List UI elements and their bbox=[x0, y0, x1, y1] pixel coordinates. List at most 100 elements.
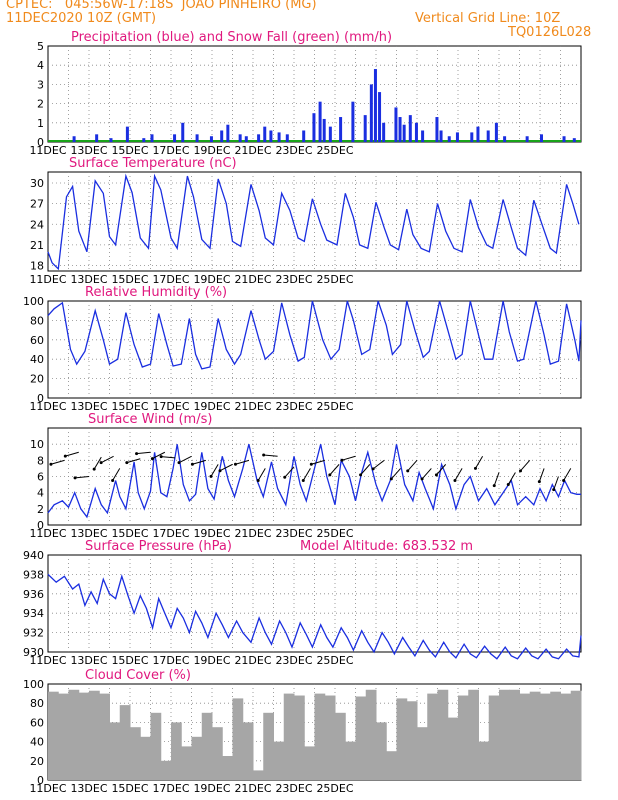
wind-arrow-head bbox=[99, 461, 103, 465]
wind-x-tick-label: 25DEC bbox=[316, 527, 353, 540]
wind-arrow-head bbox=[209, 474, 213, 478]
temp-x-tick-label: 25DEC bbox=[316, 273, 353, 286]
cloud-bar bbox=[171, 722, 182, 780]
pressure-y-tick-label: 932 bbox=[23, 627, 44, 640]
wind-arrow-head bbox=[371, 467, 375, 471]
cloud-bar bbox=[376, 722, 387, 780]
precip-bar bbox=[540, 134, 543, 142]
cloud-bar bbox=[468, 689, 479, 780]
precip-bar bbox=[494, 122, 498, 142]
cloud-bar bbox=[58, 693, 69, 780]
wind-x-tick-label: 11DEC bbox=[29, 527, 66, 540]
pressure-x-tick-label: 15DEC bbox=[111, 654, 148, 667]
cloud-bar bbox=[232, 698, 244, 780]
cloud-bar bbox=[109, 722, 121, 780]
precip-bar bbox=[181, 122, 185, 142]
cloud-y-tick-label: 100 bbox=[23, 678, 44, 691]
cloud-bar bbox=[478, 741, 490, 780]
wind-x-tick-label: 17DEC bbox=[152, 527, 189, 540]
cloud-bar bbox=[447, 717, 459, 780]
precip-bar bbox=[470, 132, 474, 142]
wind-arrow-head bbox=[135, 452, 139, 456]
pressure-x-tick-label: 25DEC bbox=[316, 654, 353, 667]
temp-x-tick-label: 11DEC bbox=[29, 273, 66, 286]
cloud-bar bbox=[324, 695, 336, 780]
wind-arrow-head bbox=[492, 484, 496, 488]
cloud-bar bbox=[78, 692, 90, 780]
wind-arrow bbox=[263, 454, 278, 457]
temp-series-line bbox=[47, 173, 580, 271]
wind-arrow bbox=[436, 464, 447, 476]
cloud-bar bbox=[396, 698, 408, 780]
precip-bar bbox=[173, 134, 177, 142]
cloud-bar bbox=[365, 689, 377, 780]
humidity-y-tick-label: 60 bbox=[30, 334, 44, 347]
precip-bar bbox=[394, 107, 398, 142]
wind-arrow bbox=[219, 463, 233, 472]
wind-arrow bbox=[112, 468, 121, 481]
wind-x-tick-label: 21DEC bbox=[234, 527, 271, 540]
precip-x-tick-label: 13DEC bbox=[70, 144, 107, 157]
cloud-bar bbox=[150, 712, 162, 780]
cloud-bar bbox=[201, 712, 213, 780]
wind-arrow bbox=[553, 476, 559, 490]
wind-arrow bbox=[210, 464, 219, 477]
wind-arrow-head bbox=[434, 473, 438, 477]
precip-bar bbox=[285, 134, 289, 142]
pressure-panel: 930 932 934 936 938 940 11DEC 13DEC 15DEC 17DEC 19… bbox=[23, 539, 582, 667]
cloud-bar bbox=[427, 693, 438, 780]
cloud-y-tick-label: 80 bbox=[30, 697, 44, 710]
wind-arrow-head bbox=[233, 462, 237, 466]
wind-arrow-head bbox=[159, 455, 163, 459]
humidity-x-tick-label: 25DEC bbox=[316, 400, 353, 413]
precip-bar bbox=[363, 115, 367, 142]
cloud-x-tick-label: 13DEC bbox=[70, 782, 107, 795]
cloud-bar bbox=[335, 712, 346, 780]
wind-arrow-head bbox=[111, 478, 115, 482]
wind-y-tick-label: 4 bbox=[37, 487, 44, 500]
precip-bar bbox=[455, 132, 459, 142]
wind-arrow-head bbox=[473, 466, 477, 470]
precip-bar bbox=[421, 130, 425, 142]
precip-y-tick-label: 4 bbox=[37, 59, 44, 72]
wind-arrow bbox=[93, 456, 102, 470]
pressure-x-tick-label: 17DEC bbox=[152, 654, 189, 667]
cloud-bar bbox=[119, 705, 131, 780]
precip-bar bbox=[277, 132, 281, 142]
cloud-bar bbox=[89, 690, 100, 780]
temp-x-tick-label: 13DEC bbox=[70, 273, 107, 286]
wind-arrow bbox=[50, 459, 65, 465]
wind-arrow-head bbox=[283, 475, 287, 479]
wind-arrow bbox=[235, 459, 250, 465]
pressure-y-tick-label: 940 bbox=[23, 549, 44, 562]
wind-arrow-head bbox=[73, 476, 77, 480]
wind-y-tick-label: 8 bbox=[37, 454, 44, 467]
precip-bar bbox=[322, 118, 326, 142]
cloud-bar bbox=[509, 689, 520, 780]
temp-y-tick-label: 24 bbox=[30, 218, 44, 231]
cloud-bar bbox=[304, 746, 315, 780]
wind-arrow-head bbox=[150, 457, 154, 461]
precip-bar bbox=[263, 126, 267, 142]
cloud-y-tick-label: 0 bbox=[37, 774, 44, 787]
precip-bar bbox=[220, 130, 224, 142]
precip-bar bbox=[447, 136, 451, 142]
cloud-bar bbox=[191, 736, 203, 780]
cloud-x-tick-label: 11DEC bbox=[29, 782, 66, 795]
wind-arrow-head bbox=[506, 483, 510, 487]
temp-x-tick-label: 17DEC bbox=[152, 273, 189, 286]
wind-arrow-head bbox=[177, 461, 181, 465]
cloud-y-tick-label: 40 bbox=[30, 736, 44, 749]
cloud-bar bbox=[458, 695, 469, 780]
precip-bar bbox=[373, 69, 377, 142]
precip-bar bbox=[328, 126, 332, 142]
precip-bar bbox=[257, 134, 261, 142]
cloud-bar bbox=[222, 756, 233, 780]
temp-x-tick-label: 23DEC bbox=[275, 273, 312, 286]
wind-arrow bbox=[563, 468, 572, 481]
temp-y-tick-label: 27 bbox=[30, 198, 44, 211]
cloud-bar bbox=[273, 741, 285, 780]
precip-bar bbox=[109, 138, 113, 142]
wind-y-tick-label: 2 bbox=[37, 503, 44, 516]
